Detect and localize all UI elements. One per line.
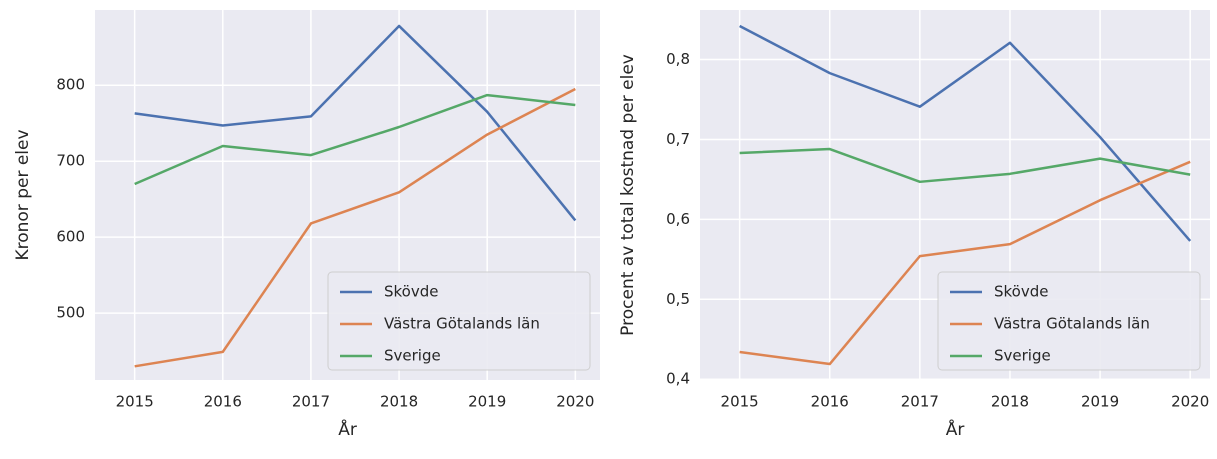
line-series (739, 147, 1191, 184)
legend-label: Västra Götalands län (994, 315, 1150, 333)
legend-box (937, 271, 1201, 371)
line-series (739, 24, 1192, 242)
legend-label: Sverige (994, 347, 1051, 365)
x-axis-label: År (338, 418, 357, 440)
x-tick-label: 2015 (116, 393, 154, 411)
y-tick-label: 0,5 (666, 290, 690, 308)
y-tick-label: 600 (56, 228, 85, 246)
x-tick-label: 2019 (1081, 393, 1119, 411)
y-tick-label: 0,8 (666, 50, 690, 68)
x-tick-label: 2019 (468, 393, 506, 411)
legend-label: Skövde (384, 283, 438, 301)
y-axis-label: Procent av total kostnad per elev (618, 54, 638, 336)
line-series (134, 93, 576, 186)
y-tick-label: 800 (56, 76, 85, 94)
legend-box (327, 271, 591, 371)
legend-label: Sverige (384, 347, 441, 365)
x-tick-label: 2016 (811, 393, 849, 411)
x-tick-label: 2017 (901, 393, 939, 411)
y-tick-label: 0,7 (666, 130, 690, 148)
line-series (134, 24, 577, 222)
x-tick-label: 2017 (292, 393, 330, 411)
line-series (134, 87, 576, 368)
x-tick-label: 2016 (204, 393, 242, 411)
y-tick-label: 700 (56, 152, 85, 170)
x-tick-label: 2018 (991, 393, 1029, 411)
y-tick-label: 0,4 (666, 370, 690, 388)
x-tick-label: 2018 (380, 393, 418, 411)
x-tick-label: 2015 (721, 393, 759, 411)
y-tick-label: 0,6 (666, 210, 690, 228)
y-axis-label: Kronor per elev (13, 129, 33, 260)
x-tick-label: 2020 (556, 393, 594, 411)
line-series (739, 160, 1191, 366)
legend-label: Skövde (994, 283, 1048, 301)
x-axis-label: År (946, 418, 965, 440)
legend-label: Västra Götalands län (384, 315, 540, 333)
x-tick-label: 2020 (1171, 393, 1209, 411)
y-tick-label: 500 (56, 304, 85, 322)
